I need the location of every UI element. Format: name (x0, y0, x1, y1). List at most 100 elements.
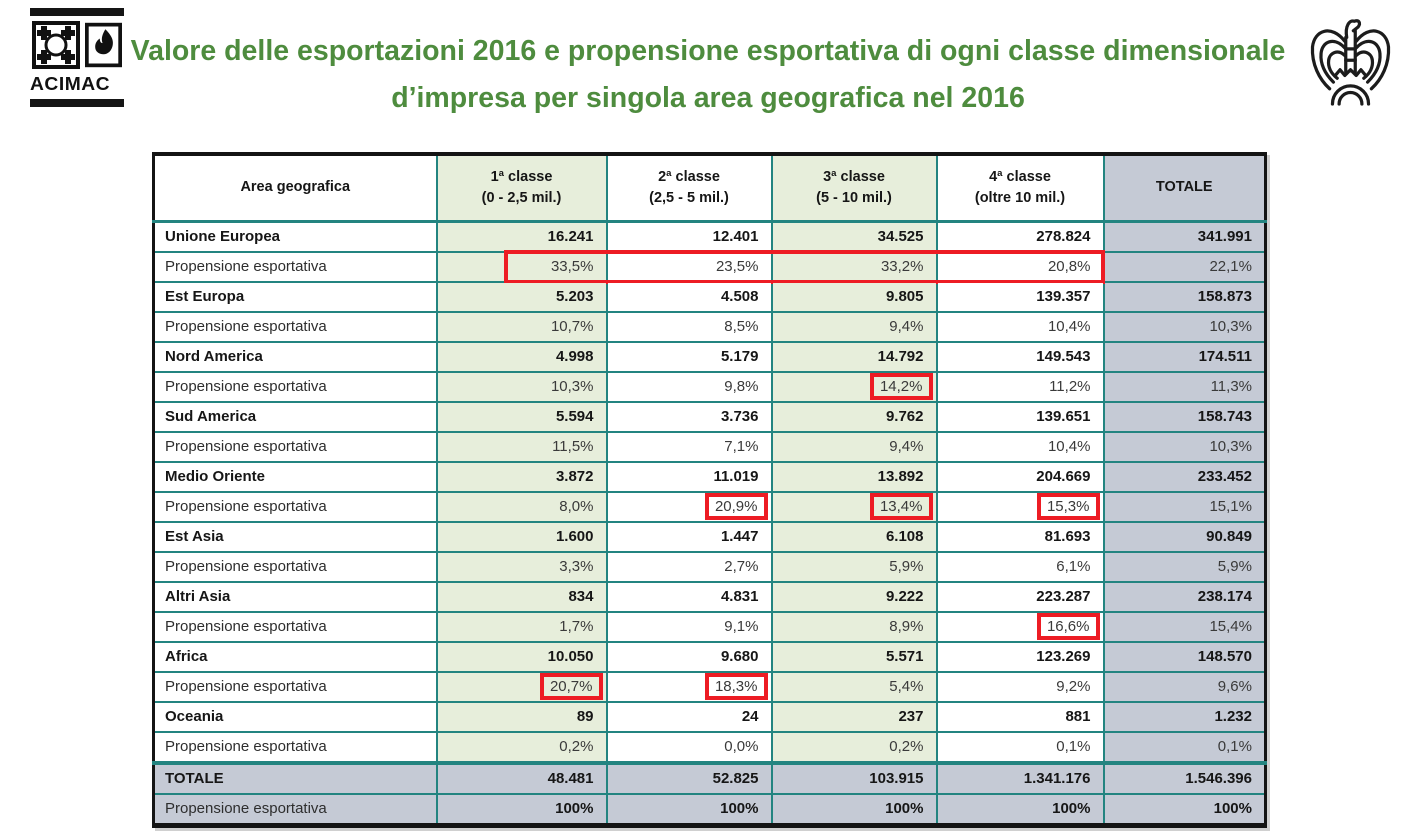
export-table: Area geografica 1ª classe (0 - 2,5 mil.)… (152, 152, 1267, 828)
export-value-cell: 24 (605, 701, 773, 733)
area-name-cell: Africa (152, 641, 438, 673)
acimac-logo-top-bar (30, 8, 124, 16)
highlight-box: 15,3% (1036, 492, 1100, 520)
propensity-value-cell: 5,9% (770, 551, 938, 583)
propensity-value-cell: 1,7% (435, 611, 608, 643)
col-header-class-4: 4ª classe (oltre 10 mil.) (935, 153, 1105, 223)
highlight-box: 18,3% (704, 672, 768, 700)
table-header: Area geografica 1ª classe (0 - 2,5 mil.)… (152, 153, 1267, 223)
export-value-cell: 3.736 (605, 401, 773, 433)
area-name-cell: Est Asia (152, 521, 438, 553)
export-value-cell: 1.600 (435, 521, 608, 553)
row-est-europa: Est Europa 5.203 4.508 9.805 139.357 158.873 (152, 281, 1267, 313)
grand-total-value-cell: 52.825 (605, 761, 773, 795)
propensity-value-cell: 33,2% (770, 251, 939, 285)
col-header-class-2: 2ª classe (2,5 - 5 mil.) (605, 153, 773, 223)
propensity-value-cell: 3,3% (435, 551, 608, 583)
export-value-cell: 9.222 (770, 581, 938, 613)
row-total-cell: 341.991 (1102, 220, 1267, 253)
export-value-cell: 149.543 (935, 341, 1105, 373)
propensity-label-cell: Propensione esportativa (152, 611, 438, 643)
export-value-cell: 5.571 (770, 641, 938, 673)
row-oceania-propensity: Propensione esportativa 0,2% 0,0% 0,2% 0,1% 0… (152, 731, 1267, 764)
area-name-cell: Medio Oriente (152, 461, 438, 493)
propensity-value-cell: 2,7% (605, 551, 773, 583)
area-name-cell: Unione Europea (152, 220, 438, 253)
propensity-value-cell: 11,5% (435, 431, 608, 463)
export-value-cell: 11.019 (605, 461, 773, 493)
row-unione-europea: Unione Europea 16.241 12.401 34.525 278.824 3… (152, 220, 1267, 253)
row-total-propensity-cell: 15,4% (1102, 611, 1267, 643)
propensity-value-cell: 6,1% (935, 551, 1105, 583)
propensity-value-cell: 14,2% (770, 371, 938, 403)
row-est-asia-propensity: Propensione esportativa 3,3% 2,7% 5,9% 6,1% 5… (152, 551, 1267, 583)
export-value-cell: 14.792 (770, 341, 938, 373)
export-value-cell: 5.179 (605, 341, 773, 373)
row-est-asia: Est Asia 1.600 1.447 6.108 81.693 90.849 (152, 521, 1267, 553)
propensity-value-cell: 0,2% (435, 731, 608, 764)
propensity-value-cell: 5,4% (770, 671, 938, 703)
export-value-cell: 10.050 (435, 641, 608, 673)
grand-total-propensity-cell: 100% (935, 793, 1105, 827)
highlight-box: 13,4% (869, 492, 933, 520)
export-value-cell: 139.651 (935, 401, 1105, 433)
row-total-cell: 90.849 (1102, 521, 1267, 553)
propensity-value-cell: 20,8% (935, 251, 1106, 285)
row-total-cell: 158.873 (1102, 281, 1267, 313)
acimac-logo: ACIMAC (30, 8, 124, 107)
row-altri-asia-propensity: Propensione esportativa 1,7% 9,1% 8,9% 16,6%… (152, 611, 1267, 643)
row-nord-america: Nord America 4.998 5.179 14.792 149.543 174.5… (152, 341, 1267, 373)
propensity-label-cell: Propensione esportativa (152, 731, 438, 764)
highlight-box: 20,7% (539, 672, 603, 700)
row-total-propensity-cell: 9,6% (1102, 671, 1267, 703)
export-value-cell: 6.108 (770, 521, 938, 553)
propensity-value-cell: 0,1% (935, 731, 1105, 764)
table-body: Unione Europea 16.241 12.401 34.525 278.824 3… (152, 220, 1267, 827)
acimac-logo-bottom-bar (30, 99, 124, 107)
export-value-cell: 139.357 (935, 281, 1105, 313)
row-totale: TOTALE 48.481 52.825 103.915 1.341.176 1.546.… (152, 761, 1267, 795)
row-altri-asia: Altri Asia 834 4.831 9.222 223.287 238.174 (152, 581, 1267, 613)
propensity-value-cell: 8,0% (435, 491, 608, 523)
export-value-cell: 9.762 (770, 401, 938, 433)
grand-total-value-cell: 1.341.176 (935, 761, 1105, 795)
export-value-cell: 4.508 (605, 281, 773, 313)
highlight-box: 14,2% (869, 372, 933, 400)
export-value-cell: 12.401 (605, 220, 773, 253)
grand-total-value-cell: 103.915 (770, 761, 938, 795)
propensity-label-cell: Propensione esportativa (152, 371, 438, 403)
propensity-value-cell: 20,7% (435, 671, 608, 703)
row-unione-europea-propensity: Propensione esportativa 33,5% 23,5% 33,2% 20… (152, 251, 1267, 285)
col-header-class-3: 3ª classe (5 - 10 mil.) (770, 153, 938, 223)
col-header-area: Area geografica (152, 153, 438, 223)
grand-total-propensity-cell: 100% (435, 793, 608, 827)
export-value-cell: 89 (435, 701, 608, 733)
propensity-value-cell: 8,9% (770, 611, 938, 643)
propensity-value-cell: 13,4% (770, 491, 938, 523)
grand-total-propensity-cell: 100% (605, 793, 773, 827)
row-total-cell: 148.570 (1102, 641, 1267, 673)
propensity-value-cell: 18,3% (605, 671, 773, 703)
area-name-cell: Oceania (152, 701, 438, 733)
propensity-value-cell: 9,4% (770, 431, 938, 463)
acimac-wordmark: ACIMAC (30, 73, 111, 94)
propensity-value-cell: 23,5% (605, 251, 774, 285)
export-value-cell: 5.203 (435, 281, 608, 313)
col-header-totale: TOTALE (1102, 153, 1267, 223)
export-value-cell: 834 (435, 581, 608, 613)
confindustria-eagle-icon (1310, 19, 1391, 106)
row-totale-propensity: Propensione esportativa 100% 100% 100% 100% 1… (152, 793, 1267, 827)
propensity-value-cell: 9,1% (605, 611, 773, 643)
propensity-label-cell: Propensione esportativa (152, 671, 438, 703)
propensity-label-cell: Propensione esportativa (152, 551, 438, 583)
grand-total-propensity-cell: 100% (770, 793, 938, 827)
export-value-cell: 4.998 (435, 341, 608, 373)
row-total-cell: 238.174 (1102, 581, 1267, 613)
acimac-flame-icon (85, 22, 122, 68)
area-name-cell: Nord America (152, 341, 438, 373)
propensity-value-cell: 0,2% (770, 731, 938, 764)
propensity-value-cell: 16,6% (935, 611, 1105, 643)
propensity-value-cell: 15,3% (935, 491, 1105, 523)
propensity-value-cell: 8,5% (605, 311, 773, 343)
propensity-label-cell: Propensione esportativa (152, 311, 438, 343)
